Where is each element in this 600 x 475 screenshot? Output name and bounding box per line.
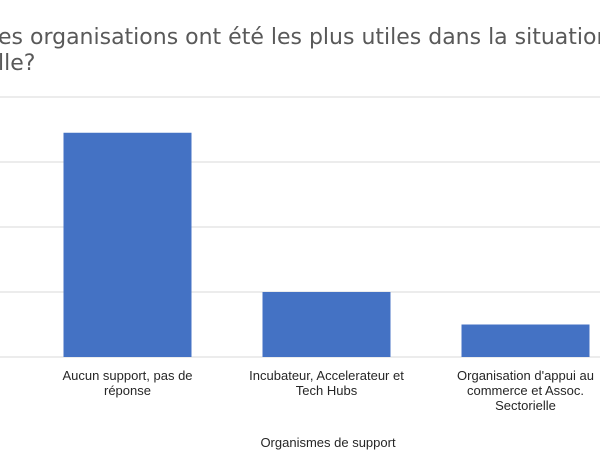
x-tick-label: Organisation d'appui au commerce et Assoc… <box>457 368 594 413</box>
x-tick-label-line: Aucun support, pas de <box>62 368 192 383</box>
x-tick-label: Aucun support, pas de réponse <box>62 368 192 398</box>
x-tick-label-line: Sectorielle <box>495 398 556 413</box>
x-axis-label: Organismes de support <box>260 435 396 450</box>
chart-title: es organisations ont été les plus utiles… <box>0 25 600 76</box>
bars <box>63 132 590 357</box>
x-tick-label: Incubateur, Accelerateur et Tech Hubs <box>249 368 404 398</box>
bar <box>63 132 192 357</box>
bar <box>262 292 391 357</box>
x-tick-label-line: Incubateur, Accelerateur et <box>249 368 404 383</box>
x-tick-label-line: Organisation d'appui au <box>457 368 594 383</box>
x-tick-label-line: réponse <box>104 383 151 398</box>
x-tick-labels: Aucun support, pas de réponse Incubateur, … <box>62 368 594 413</box>
chart-title-line: es organisations ont été les plus utiles… <box>0 25 600 50</box>
x-tick-label-line: commerce et Assoc. <box>467 383 584 398</box>
bar <box>461 324 590 357</box>
x-tick-label-line: Tech Hubs <box>296 383 358 398</box>
chart-title-line: lle? <box>0 51 35 76</box>
